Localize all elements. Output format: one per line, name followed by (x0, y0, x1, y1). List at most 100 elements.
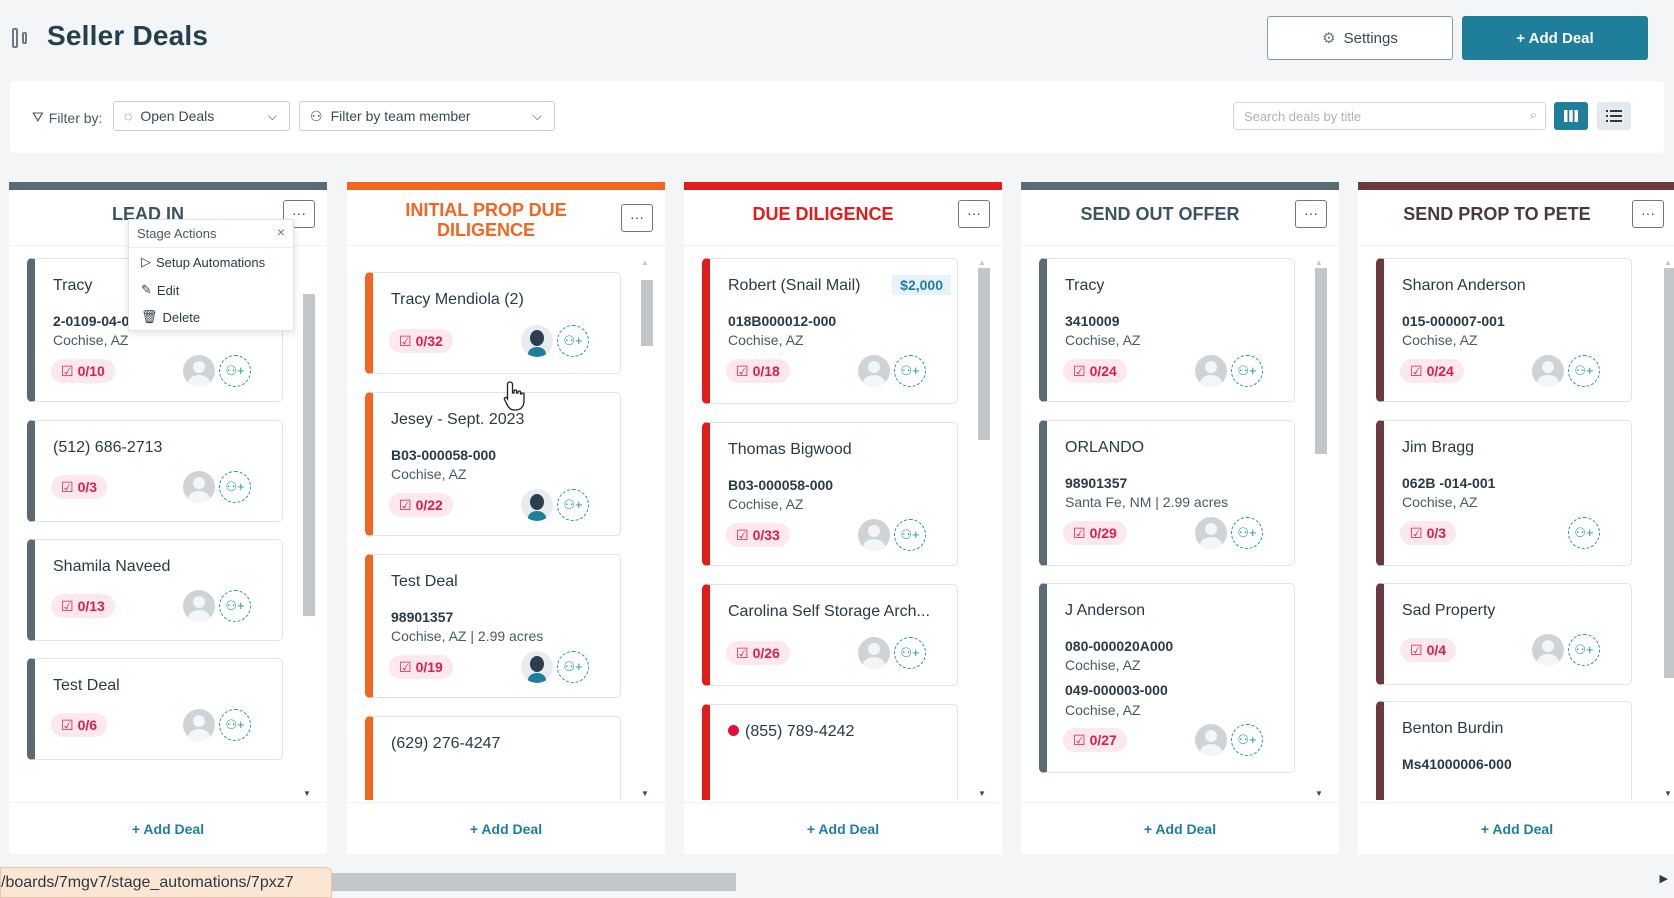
deal-card[interactable]: Benton Burdin Ms41000006-000 (1376, 701, 1632, 800)
search-input[interactable]: Search deals by title ⌕ (1233, 102, 1546, 130)
column-scrollbar[interactable]: ▲ ▼ (641, 254, 653, 800)
avatar[interactable] (1195, 724, 1227, 756)
column-add-deal-button[interactable]: + Add Deal (684, 802, 1002, 854)
team-member-select[interactable]: ⚇ Filter by team member ⌵ (299, 101, 555, 131)
assign-user-button[interactable]: ⚇+ (557, 325, 589, 357)
column-more-button[interactable]: ··· (283, 200, 315, 228)
avatar[interactable] (1195, 355, 1227, 387)
deal-card[interactable]: Thomas Bigwood B03-000058-000 Cochise, A… (702, 422, 958, 566)
avatar[interactable] (183, 590, 215, 622)
assign-user-button[interactable]: ⚇+ (557, 651, 589, 683)
avatar[interactable] (1532, 355, 1564, 387)
assign-user-button[interactable]: ⚇+ (219, 709, 251, 741)
deal-card[interactable]: Robert (Snail Mail) $2,000 018B000012-00… (702, 258, 958, 404)
avatar[interactable] (858, 637, 890, 669)
column-more-button[interactable]: ··· (1632, 200, 1664, 228)
assign-user-button[interactable]: ⚇+ (1568, 517, 1600, 549)
avatar[interactable] (858, 519, 890, 551)
assign-user-button[interactable]: ⚇+ (1568, 355, 1600, 387)
task-badge[interactable]: ☑ 0/27 (1063, 728, 1127, 752)
scroll-thumb[interactable] (641, 280, 653, 346)
deal-card[interactable]: Test Deal 98901357 Cochise, AZ | 2.99 ac… (365, 554, 621, 698)
board-view-button[interactable] (1554, 102, 1588, 130)
task-badge[interactable]: ☑ 0/4 (1400, 638, 1457, 662)
assign-user-button[interactable]: ⚇+ (219, 355, 251, 387)
deal-card[interactable]: Sharon Anderson 015-000007-001 Cochise, … (1376, 258, 1632, 402)
avatar[interactable] (858, 355, 890, 387)
assign-user-button[interactable]: ⚇+ (1231, 724, 1263, 756)
task-badge[interactable]: ☑ 0/32 (389, 329, 453, 353)
deal-card[interactable]: (629) 276-4247 (365, 716, 621, 800)
scroll-thumb[interactable] (1664, 268, 1674, 678)
column-scrollbar[interactable]: ▲ ▼ (1315, 254, 1327, 800)
task-badge[interactable]: ☑ 0/6 (51, 713, 108, 737)
settings-button[interactable]: ⚙ Settings (1267, 16, 1453, 60)
menu-item-setup-automations[interactable]: ▷ Setup Automations (141, 254, 265, 270)
assign-user-button[interactable]: ⚇+ (1231, 355, 1263, 387)
deal-card[interactable]: (855) 789-4242 (702, 704, 958, 800)
task-badge[interactable]: ☑ 0/3 (51, 475, 108, 499)
scroll-thumb[interactable] (1315, 268, 1327, 454)
list-view-button[interactable] (1597, 102, 1631, 130)
avatar[interactable] (521, 489, 553, 521)
task-badge[interactable]: ☑ 0/18 (726, 359, 790, 383)
deal-card[interactable]: Sad Property ☑ 0/4 ⚇+ (1376, 583, 1632, 685)
scroll-down-arrow[interactable]: ▼ (1664, 789, 1672, 798)
column-add-deal-button[interactable]: + Add Deal (1021, 802, 1339, 854)
assign-user-button[interactable]: ⚇+ (1568, 634, 1600, 666)
column-scrollbar[interactable]: ▲ ▼ (978, 254, 990, 800)
task-badge[interactable]: ☑ 0/13 (51, 594, 115, 618)
deal-card[interactable]: Tracy Mendiola (2) ☑ 0/32 ⚇+ (365, 272, 621, 374)
scroll-right-arrow[interactable]: ▶ (1659, 873, 1668, 885)
deal-card[interactable]: Carolina Self Storage Arch... ☑ 0/26 ⚇+ (702, 584, 958, 686)
column-more-button[interactable]: ··· (958, 200, 990, 228)
scroll-up-arrow[interactable]: ▲ (641, 258, 649, 267)
avatar[interactable] (183, 471, 215, 503)
assign-user-button[interactable]: ⚇+ (894, 637, 926, 669)
deal-card[interactable]: Test Deal ☑ 0/6 ⚇+ (27, 658, 283, 760)
horizontal-scrollbar[interactable] (332, 873, 736, 891)
scroll-down-arrow[interactable]: ▼ (1315, 789, 1323, 798)
deal-card[interactable]: J Anderson 080-000020A000 Cochise, AZ 04… (1039, 583, 1295, 773)
add-deal-button[interactable]: + Add Deal (1462, 16, 1648, 60)
task-badge[interactable]: ☑ 0/19 (389, 655, 453, 679)
assign-user-button[interactable]: ⚇+ (1231, 517, 1263, 549)
column-scrollbar[interactable]: ▼ (303, 254, 315, 800)
deal-card[interactable]: Shamila Naveed ☑ 0/13 ⚇+ (27, 539, 283, 641)
column-add-deal-button[interactable]: + Add Deal (9, 802, 327, 854)
assign-user-button[interactable]: ⚇+ (219, 590, 251, 622)
task-badge[interactable]: ☑ 0/29 (1063, 521, 1127, 545)
column-more-button[interactable]: ··· (621, 204, 653, 232)
avatar[interactable] (521, 651, 553, 683)
column-add-deal-button[interactable]: + Add Deal (1358, 802, 1674, 854)
task-badge[interactable]: ☑ 0/3 (1400, 521, 1457, 545)
menu-item-edit[interactable]: ✎ Edit (141, 282, 179, 298)
scroll-down-arrow[interactable]: ▼ (978, 789, 986, 798)
avatar[interactable] (1195, 517, 1227, 549)
deal-card[interactable]: ORLANDO 98901357 Santa Fe, NM | 2.99 acr… (1039, 420, 1295, 566)
scroll-thumb[interactable] (978, 268, 990, 440)
avatar[interactable] (1532, 634, 1564, 666)
scroll-thumb[interactable] (303, 294, 315, 616)
deal-card[interactable]: (512) 686-2713 ☑ 0/3 ⚇+ (27, 420, 283, 522)
scroll-up-arrow[interactable]: ▲ (978, 258, 986, 267)
task-badge[interactable]: ☑ 0/10 (51, 359, 115, 383)
scroll-up-arrow[interactable]: ▲ (1315, 258, 1323, 267)
deal-status-select[interactable]: ◌ Open Deals ⌵ (113, 101, 290, 131)
assign-user-button[interactable]: ⚇+ (557, 489, 589, 521)
column-add-deal-button[interactable]: + Add Deal (347, 802, 665, 854)
column-more-button[interactable]: ··· (1295, 200, 1327, 228)
task-badge[interactable]: ☑ 0/26 (726, 641, 790, 665)
deal-card[interactable]: Jim Bragg 062B -014-001 Cochise, AZ ☑ 0/3… (1376, 420, 1632, 566)
task-badge[interactable]: ☑ 0/33 (726, 523, 790, 547)
close-icon[interactable]: × (276, 224, 285, 240)
sidebar-toggle-icon[interactable] (12, 28, 30, 48)
avatar[interactable] (521, 325, 553, 357)
avatar[interactable] (183, 709, 215, 741)
assign-user-button[interactable]: ⚇+ (219, 471, 251, 503)
task-badge[interactable]: ☑ 0/24 (1400, 359, 1464, 383)
menu-item-delete[interactable]: 🗑 Delete (141, 309, 200, 325)
deal-card[interactable]: Jesey - Sept. 2023 B03-000058-000 Cochis… (365, 392, 621, 536)
deal-card[interactable]: Tracy 3410009 Cochise, AZ ☑ 0/24 ⚇+ (1039, 258, 1295, 402)
assign-user-button[interactable]: ⚇+ (894, 519, 926, 551)
